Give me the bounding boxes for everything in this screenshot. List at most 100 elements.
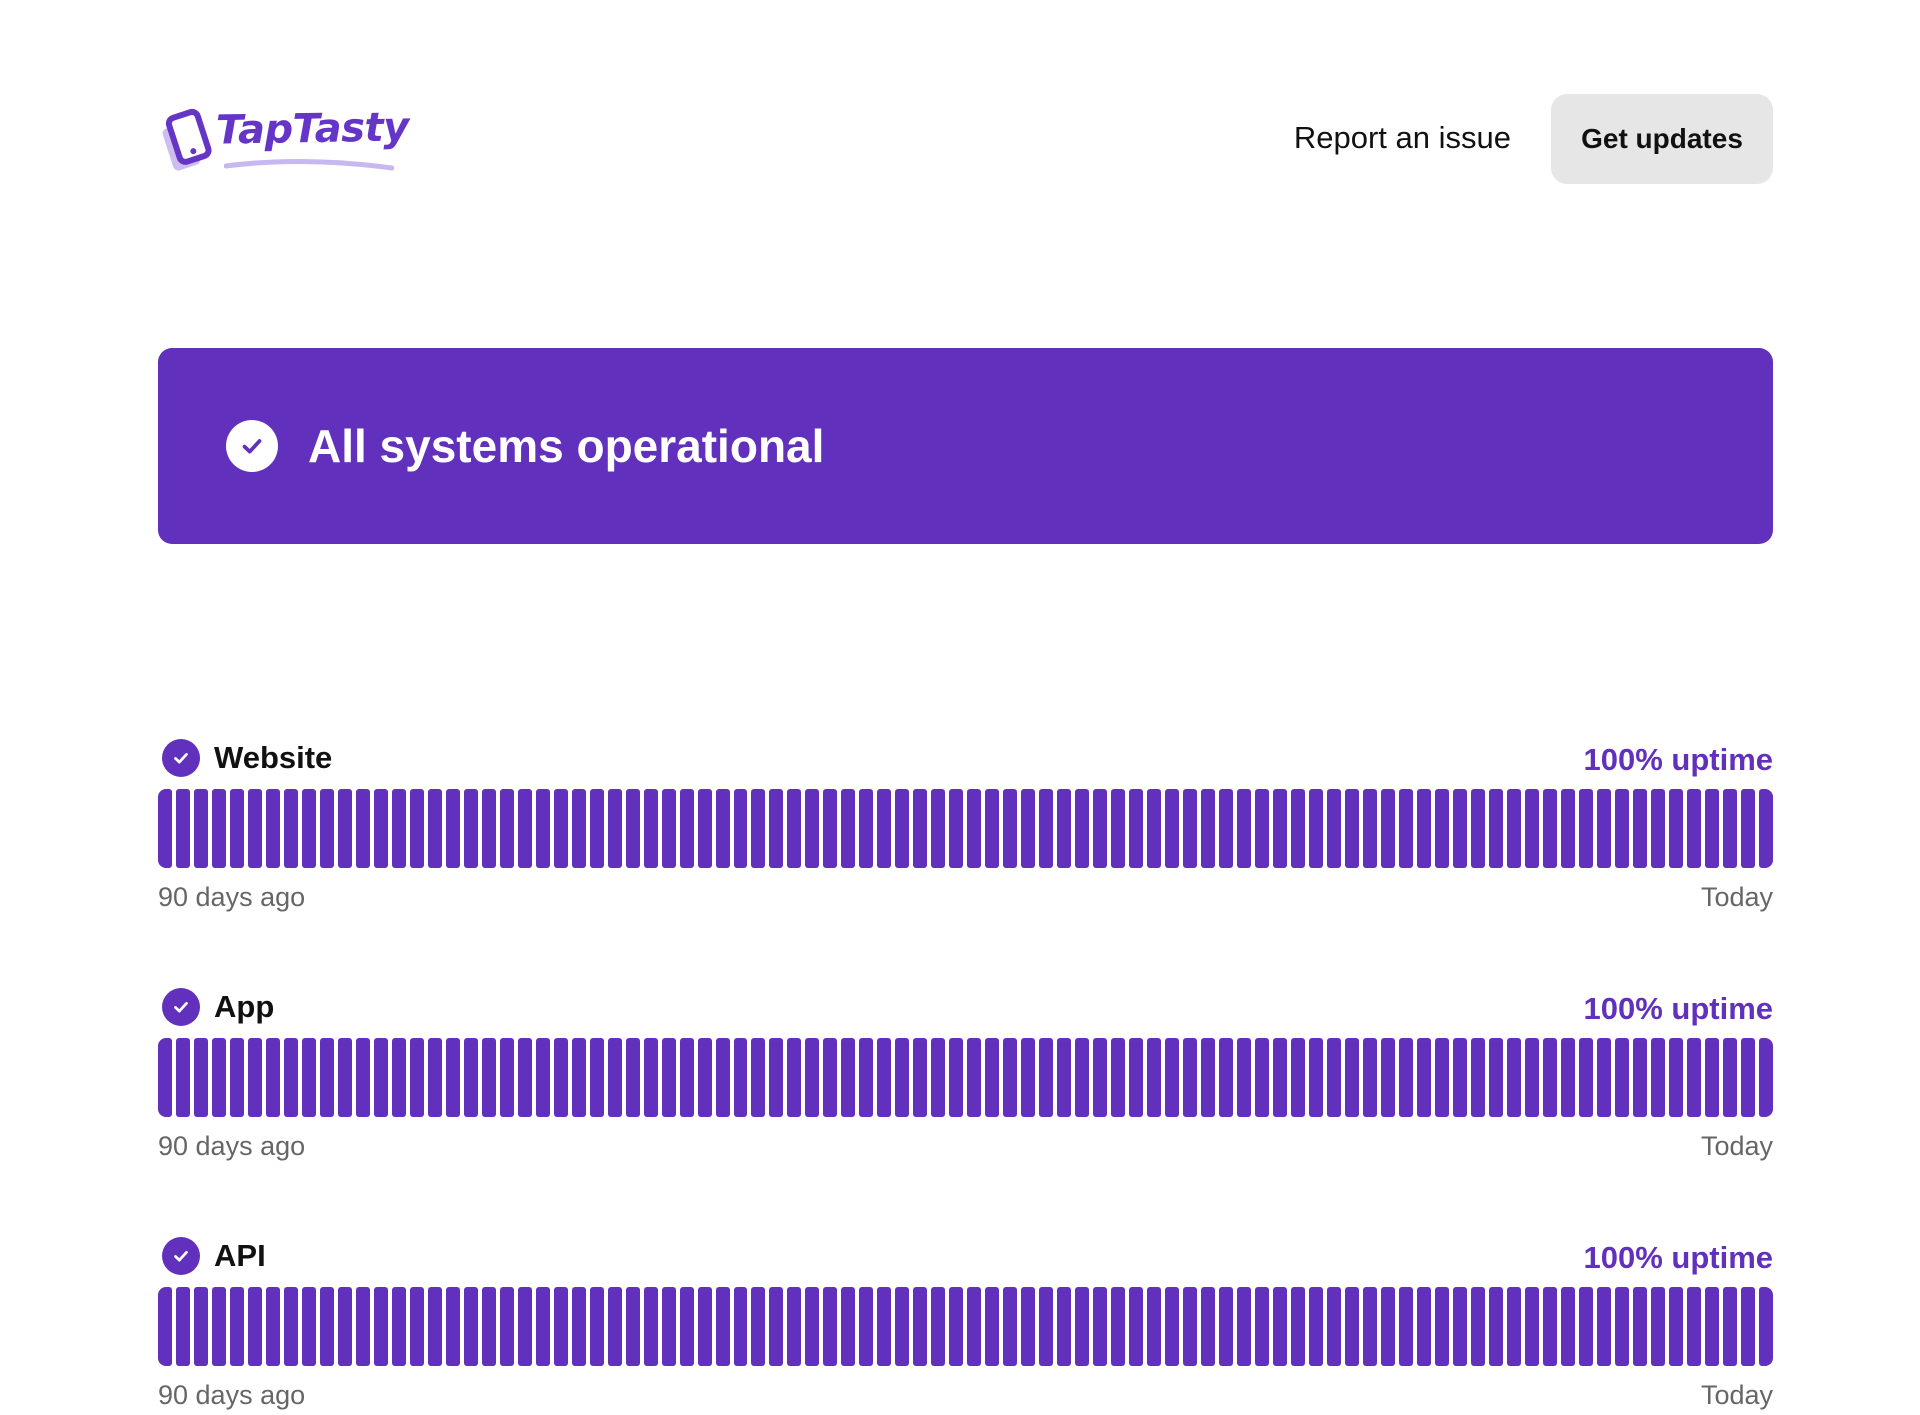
uptime-day-bar[interactable] [481, 789, 496, 868]
uptime-day-bar[interactable] [1596, 1287, 1611, 1366]
uptime-day-bar[interactable] [643, 1287, 658, 1366]
uptime-day-bar[interactable] [1003, 789, 1018, 868]
uptime-day-bar[interactable] [661, 789, 676, 868]
uptime-day-bar[interactable] [283, 789, 298, 868]
uptime-day-bar[interactable] [1129, 789, 1144, 868]
uptime-day-bar[interactable] [1758, 1038, 1773, 1117]
uptime-day-bar[interactable] [697, 1038, 712, 1117]
uptime-day-bar[interactable] [805, 1287, 820, 1366]
uptime-day-bar[interactable] [715, 1038, 730, 1117]
uptime-day-bar[interactable] [625, 789, 640, 868]
uptime-day-bar[interactable] [499, 1287, 514, 1366]
uptime-day-bar[interactable] [391, 1287, 406, 1366]
uptime-day-bar[interactable] [1093, 1038, 1108, 1117]
uptime-day-bar[interactable] [1722, 789, 1737, 868]
uptime-day-bar[interactable] [301, 1287, 316, 1366]
uptime-day-bar[interactable] [175, 1287, 190, 1366]
uptime-day-bar[interactable] [1291, 1287, 1305, 1366]
uptime-day-bar[interactable] [553, 1287, 568, 1366]
uptime-day-bar[interactable] [679, 1287, 694, 1366]
uptime-day-bar[interactable] [607, 789, 622, 868]
uptime-day-bar[interactable] [1111, 1287, 1126, 1366]
uptime-day-bar[interactable] [1075, 1038, 1090, 1117]
uptime-day-bar[interactable] [517, 1287, 532, 1366]
uptime-day-bar[interactable] [769, 789, 784, 868]
uptime-day-bar[interactable] [589, 1287, 604, 1366]
uptime-day-bar[interactable] [769, 1287, 784, 1366]
uptime-day-bar[interactable] [841, 1038, 856, 1117]
uptime-day-bar[interactable] [265, 1287, 280, 1366]
uptime-day-bar[interactable] [1165, 1287, 1180, 1366]
uptime-day-bar[interactable] [1039, 1287, 1054, 1366]
uptime-day-bar[interactable] [409, 1038, 424, 1117]
uptime-day-bar[interactable] [913, 1038, 928, 1117]
uptime-day-bar[interactable] [931, 1287, 946, 1366]
uptime-day-bar[interactable] [1380, 1287, 1395, 1366]
uptime-day-bar[interactable] [1362, 1038, 1377, 1117]
uptime-day-bar[interactable] [985, 789, 1000, 868]
uptime-day-bar[interactable] [949, 1038, 964, 1117]
uptime-day-bar[interactable] [247, 1038, 262, 1117]
uptime-day-bar[interactable] [1003, 1287, 1018, 1366]
uptime-day-bar[interactable] [1273, 1038, 1288, 1117]
uptime-day-bar[interactable] [1758, 789, 1773, 868]
uptime-day-bar[interactable] [445, 1038, 460, 1117]
report-issue-link[interactable]: Report an issue [1293, 120, 1511, 155]
uptime-day-bar[interactable] [1704, 1038, 1719, 1117]
uptime-day-bar[interactable] [859, 1287, 874, 1366]
uptime-day-bar[interactable] [967, 1038, 982, 1117]
uptime-day-bar[interactable] [1524, 789, 1539, 868]
uptime-day-bar[interactable] [1686, 1038, 1701, 1117]
uptime-day-bar[interactable] [1668, 789, 1683, 868]
uptime-day-bar[interactable] [1452, 1287, 1467, 1366]
uptime-day-bar[interactable] [1542, 789, 1557, 868]
uptime-day-bar[interactable] [1201, 1038, 1216, 1117]
uptime-day-bar[interactable] [1452, 1038, 1467, 1117]
uptime-day-bar[interactable] [625, 1287, 640, 1366]
uptime-day-bar[interactable] [1183, 1287, 1198, 1366]
uptime-day-bar[interactable] [1129, 1287, 1144, 1366]
uptime-day-bar[interactable] [1326, 789, 1341, 868]
uptime-day-bar[interactable] [355, 789, 370, 868]
uptime-day-bar[interactable] [355, 1038, 370, 1117]
uptime-day-bar[interactable] [427, 789, 442, 868]
uptime-day-bar[interactable] [1237, 1038, 1252, 1117]
uptime-day-bar[interactable] [1560, 789, 1575, 868]
uptime-day-bar[interactable] [1650, 1038, 1665, 1117]
uptime-day-bar[interactable] [427, 1287, 442, 1366]
uptime-day-bar[interactable] [643, 1038, 658, 1117]
uptime-day-bar[interactable] [697, 1287, 712, 1366]
uptime-day-bar[interactable] [1596, 789, 1611, 868]
uptime-day-bar[interactable] [211, 1038, 226, 1117]
uptime-day-bar[interactable] [1434, 1038, 1449, 1117]
uptime-day-bar[interactable] [1686, 789, 1701, 868]
uptime-day-bar[interactable] [1183, 789, 1198, 868]
uptime-day-bar[interactable] [373, 789, 388, 868]
uptime-day-bar[interactable] [1614, 789, 1629, 868]
uptime-day-bar[interactable] [589, 789, 604, 868]
uptime-day-bar[interactable] [967, 1287, 982, 1366]
uptime-day-bar[interactable] [175, 1038, 190, 1117]
uptime-day-bar[interactable] [1614, 1287, 1629, 1366]
uptime-day-bar[interactable] [1758, 1287, 1773, 1366]
uptime-day-bar[interactable] [1075, 1287, 1090, 1366]
uptime-day-bar[interactable] [391, 789, 406, 868]
uptime-day-bar[interactable] [931, 789, 946, 868]
uptime-day-bar[interactable] [158, 789, 172, 868]
uptime-day-bar[interactable] [1165, 1038, 1180, 1117]
uptime-day-bar[interactable] [733, 1287, 748, 1366]
uptime-day-bar[interactable] [1452, 789, 1467, 868]
uptime-day-bar[interactable] [1488, 1287, 1503, 1366]
uptime-day-bar[interactable] [589, 1038, 604, 1117]
uptime-day-bar[interactable] [499, 789, 514, 868]
uptime-day-bar[interactable] [841, 1287, 856, 1366]
uptime-day-bar[interactable] [1111, 789, 1126, 868]
uptime-day-bar[interactable] [571, 1287, 586, 1366]
uptime-day-bar[interactable] [319, 1287, 334, 1366]
uptime-day-bar[interactable] [1398, 1287, 1413, 1366]
uptime-day-bar[interactable] [1578, 789, 1593, 868]
uptime-day-bar[interactable] [1219, 1287, 1234, 1366]
uptime-day-bar[interactable] [571, 1038, 586, 1117]
uptime-day-bar[interactable] [1740, 1287, 1755, 1366]
uptime-day-bar[interactable] [1255, 1038, 1270, 1117]
